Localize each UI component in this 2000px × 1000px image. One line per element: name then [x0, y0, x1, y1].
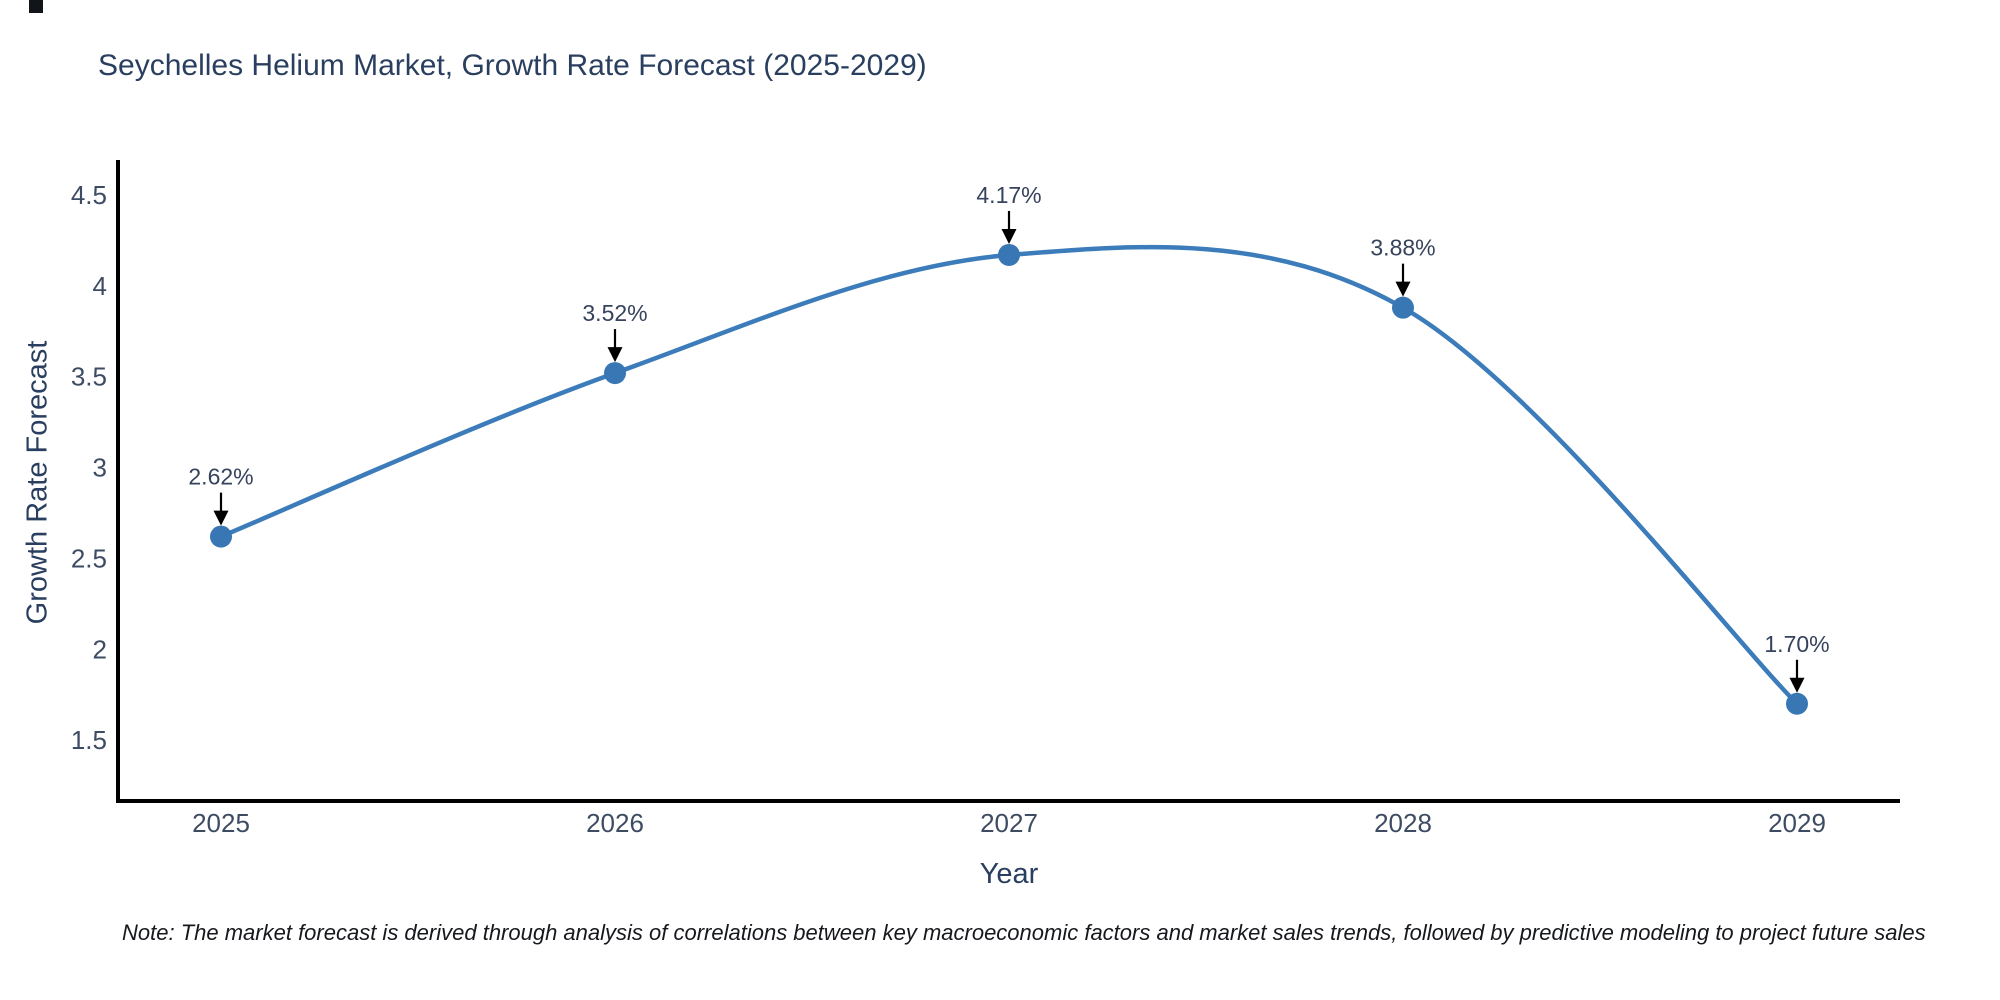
x-tick-label: 2027 — [980, 808, 1038, 838]
y-tick-label: 4.5 — [71, 180, 107, 210]
data-point-label: 3.88% — [1370, 235, 1435, 261]
data-point-marker — [998, 243, 1020, 266]
data-point-label: 2.62% — [188, 464, 253, 490]
data-point-label: 4.17% — [976, 182, 1041, 208]
data-point-marker — [1786, 692, 1808, 715]
annotation-arrowhead — [213, 510, 229, 526]
x-axis-title: Year — [979, 858, 1039, 890]
y-tick-label: 2 — [93, 634, 107, 664]
y-tick-label: 3 — [93, 453, 107, 483]
data-point-marker — [604, 362, 626, 385]
y-tick-label: 4 — [93, 271, 107, 301]
footnote: Note: The market forecast is derived thr… — [122, 920, 1926, 945]
x-tick-label: 2029 — [1768, 808, 1826, 838]
y-axis-title: Growth Rate Forecast — [21, 340, 54, 625]
y-tick-label: 1.5 — [71, 725, 107, 755]
x-tick-label: 2025 — [192, 808, 250, 838]
data-point-marker — [210, 525, 232, 548]
annotation-arrowhead — [1395, 281, 1411, 297]
data-point-label: 3.52% — [582, 300, 647, 326]
annotation-arrowhead — [1001, 228, 1017, 244]
annotation-arrowhead — [607, 347, 623, 363]
y-tick-label: 2.5 — [71, 543, 107, 573]
chart-title: Seychelles Helium Market, Growth Rate Fo… — [98, 49, 927, 82]
corner-mark — [29, 0, 43, 13]
data-point-marker — [1392, 296, 1414, 319]
annotation-arrowhead — [1789, 677, 1805, 693]
x-tick-label: 2028 — [1374, 808, 1432, 838]
trend-line — [218, 244, 1800, 707]
y-tick-label: 3.5 — [71, 362, 107, 392]
x-tick-label: 2026 — [586, 808, 644, 838]
data-point-label: 1.70% — [1764, 631, 1829, 657]
